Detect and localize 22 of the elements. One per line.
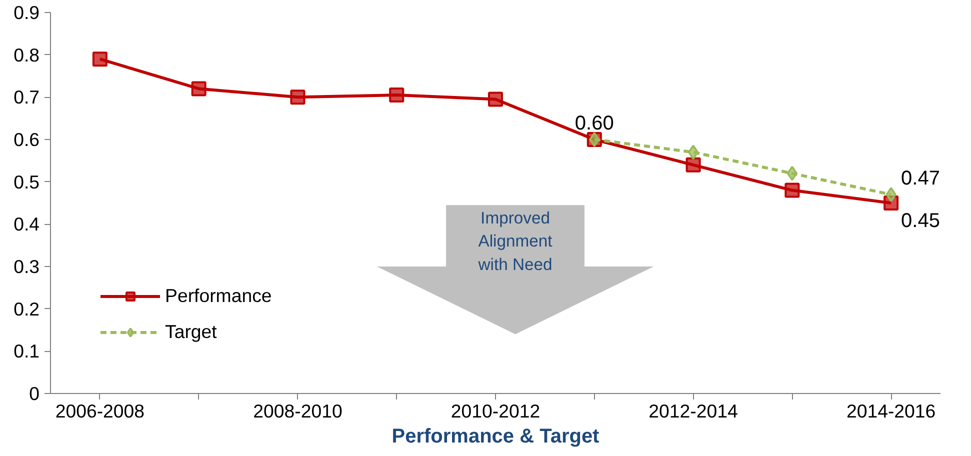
data-label: 0.45 [901,210,940,232]
y-tick-label: 0.9 [14,2,40,23]
y-tick-label: 0.6 [14,129,40,150]
data-label: 0.60 [574,112,614,134]
x-tick-label: 2008-2010 [253,400,342,422]
y-tick-label: 0.2 [14,298,40,320]
annotation: Improved Alignment with Need [477,208,553,274]
x-tick-label: 2010-2012 [450,400,540,422]
legend-label: Target [165,321,217,343]
y-tick-label: 0.1 [14,340,40,362]
x-axis-title: Performance & Target [392,426,600,448]
y-tick-label: 0.7 [14,86,40,108]
x-tick-label: 2014-2016 [846,400,936,422]
x-tick-label: 2012-2014 [648,400,738,422]
y-tick-label: 0 [29,383,40,404]
y-tick-label: 0.8 [14,44,40,66]
y-tick-label: 0.3 [14,256,40,277]
y-tick-label: 0.4 [14,214,40,235]
legend-label: Performance [165,285,272,307]
x-tick-label: 2006-2008 [55,400,145,422]
y-tick-label: 0.5 [14,171,40,192]
data-label: 0.47 [901,168,940,190]
